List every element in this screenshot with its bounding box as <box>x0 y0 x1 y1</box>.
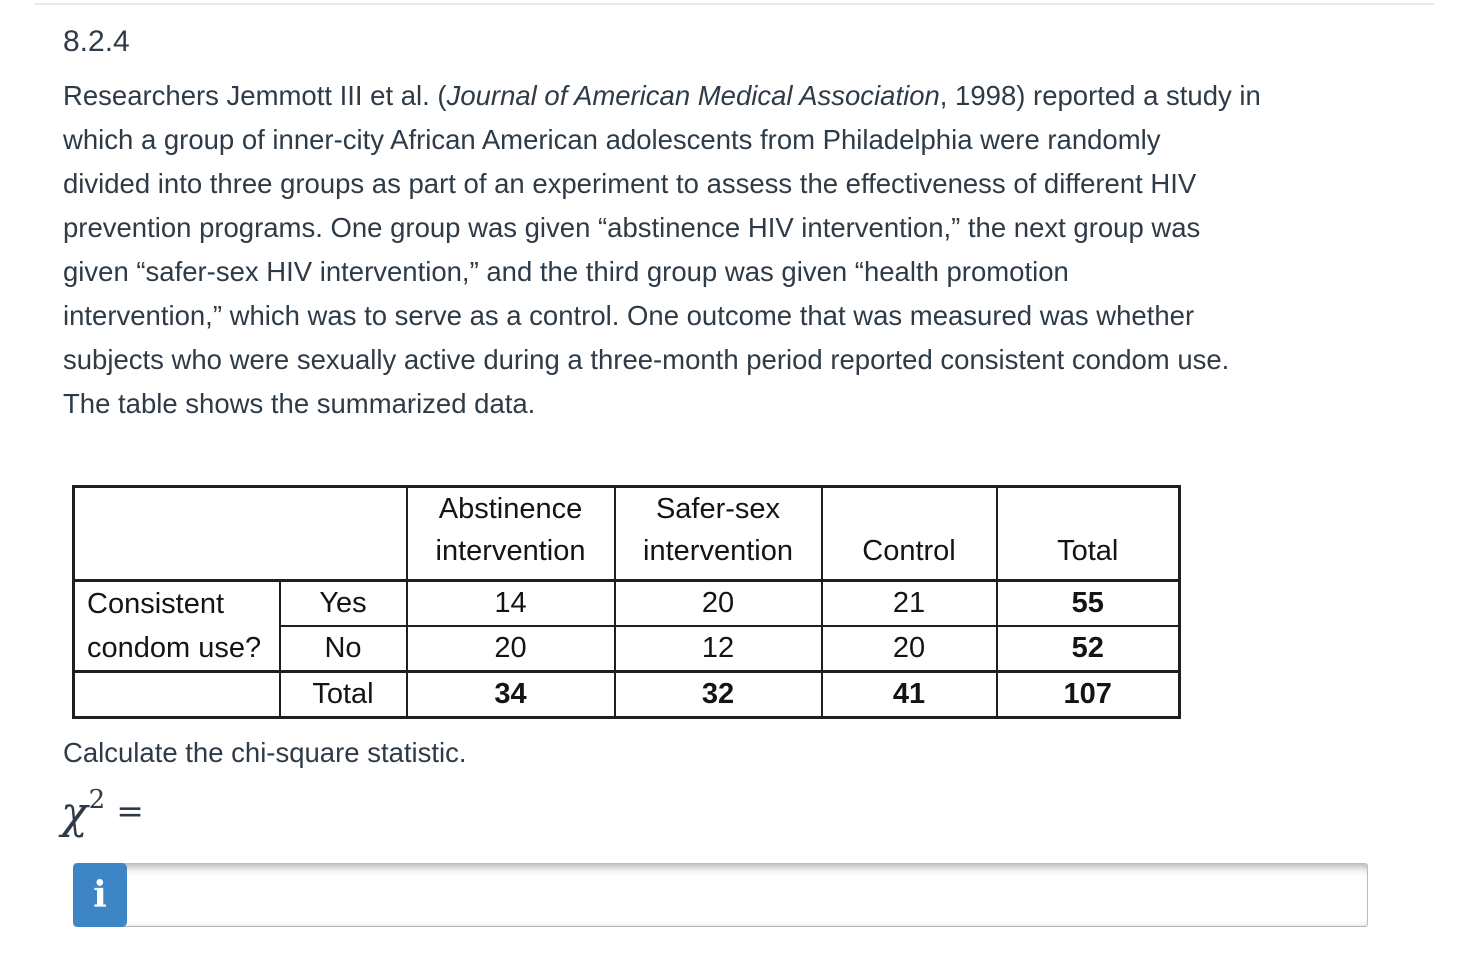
table-row-no: No 20 12 20 52 <box>74 625 1181 673</box>
table-header-row: Abstinence intervention Safer-sex interv… <box>72 485 1181 582</box>
answer-field-row: i <box>73 863 1368 927</box>
cell-no-abstinence: 20 <box>405 625 616 673</box>
cell-no-control: 20 <box>820 625 998 673</box>
exponent: 2 <box>88 785 106 815</box>
problem-paragraph: Researchers Jemmott III et al. (Journal … <box>63 74 1261 426</box>
chi-square-formula: χ2 = <box>61 785 144 836</box>
row-group-label: Consistent condom use? <box>72 579 281 673</box>
cell-yes-control: 21 <box>820 579 998 627</box>
header-empty-cell <box>72 485 408 582</box>
cell-no-safer-sex: 12 <box>613 625 823 673</box>
question-prompt: Calculate the chi-square statistic. <box>63 737 467 768</box>
equals-sign: = <box>116 791 144 830</box>
header-safer-sex: Safer-sex intervention <box>613 485 823 582</box>
journal-title-italic: Journal of American Medical Association <box>446 80 940 111</box>
problem-line: subjects who were sexually active during… <box>63 344 1230 375</box>
answer-input[interactable] <box>73 863 1368 927</box>
row-group-line1: Consistent <box>87 588 225 620</box>
cell-total-total: 107 <box>995 670 1181 719</box>
problem-line: given “safer-sex HIV intervention,” and … <box>63 256 1069 287</box>
header-control: Control <box>820 485 998 582</box>
top-divider <box>34 3 1434 5</box>
info-button[interactable]: i <box>73 863 127 927</box>
cell-yes-safer-sex: 20 <box>613 579 823 627</box>
row-label-no: No <box>278 625 408 673</box>
problem-line: Researchers Jemmott III et al. (Journal … <box>63 74 1261 118</box>
row-label-total: Total <box>278 670 408 719</box>
header-total: Total <box>995 485 1181 582</box>
table-row-yes: Consistent condom use? Yes 14 20 21 55 <box>72 579 1181 673</box>
row-group-line2: condom use? <box>87 632 262 664</box>
problem-line: The table shows the summarized data. <box>63 388 536 419</box>
data-table: Abstinence intervention Safer-sex interv… <box>72 485 1181 719</box>
row-label-yes: Yes <box>278 579 408 627</box>
problem-line: divided into three groups as part of an … <box>63 168 1197 199</box>
cell-total-control: 41 <box>820 670 998 719</box>
problem-text: Researchers Jemmott III et al. ( <box>63 80 447 111</box>
problem-line: prevention programs. One group was given… <box>63 212 1201 243</box>
total-empty-cell <box>72 670 281 719</box>
section-number: 8.2.4 <box>63 25 130 58</box>
summary-table-container: Abstinence intervention Safer-sex interv… <box>72 485 1181 719</box>
cell-yes-abstinence: 14 <box>405 579 616 627</box>
chi-symbol: χ <box>61 788 88 839</box>
cell-total-safer-sex: 32 <box>613 670 823 719</box>
info-icon: i <box>93 874 107 916</box>
cell-no-total: 52 <box>995 625 1181 673</box>
problem-text: , 1998) reported a study in <box>939 80 1261 111</box>
problem-line: which a group of inner-city African Amer… <box>63 124 1161 155</box>
problem-line: intervention,” which was to serve as a c… <box>63 300 1195 331</box>
table-row-total: Total 34 32 41 107 <box>72 670 1181 719</box>
header-abstinence: Abstinence intervention <box>405 485 616 582</box>
cell-total-abstinence: 34 <box>405 670 616 719</box>
cell-yes-total: 55 <box>995 579 1181 627</box>
